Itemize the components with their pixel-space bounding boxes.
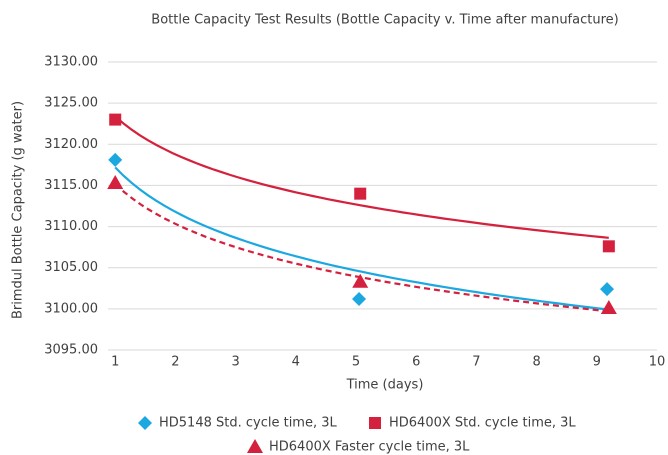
x-tick-label: 2 — [171, 355, 179, 370]
triangle-marker — [352, 273, 369, 288]
legend-label: HD5148 Std. cycle time, 3L — [159, 416, 338, 431]
x-tick-label: 3 — [231, 355, 239, 370]
diamond-marker — [600, 282, 615, 297]
chart-title: Bottle Capacity Test Results (Bottle Cap… — [151, 13, 618, 28]
square-marker — [354, 187, 367, 200]
x-tick-label: 1 — [111, 355, 119, 370]
y-tick-label: 3100.00 — [44, 301, 98, 316]
x-tick-label: 8 — [532, 355, 540, 370]
y-tick-label: 3125.00 — [44, 96, 98, 111]
diamond-marker — [108, 152, 123, 167]
y-axis-label: Brimdul Bottle Capacity (g water) — [11, 101, 26, 319]
triangle-marker — [600, 300, 617, 315]
square-marker — [602, 240, 615, 253]
square-marker — [109, 113, 122, 126]
legend-label: HD6400X Faster cycle time, 3L — [269, 440, 470, 455]
y-tick-label: 3095.00 — [44, 343, 98, 358]
x-tick-label: 10 — [649, 355, 666, 370]
y-tick-label: 3105.00 — [44, 260, 98, 275]
x-tick-label: 7 — [472, 355, 480, 370]
trendline — [114, 183, 609, 313]
y-tick-label: 3115.00 — [44, 178, 98, 193]
y-tick-label: 3130.00 — [44, 55, 98, 70]
trendline — [114, 115, 609, 239]
x-tick-label: 4 — [292, 355, 300, 370]
trendline — [114, 166, 608, 311]
x-axis-label: Time (days) — [346, 378, 424, 393]
legend-label: HD6400X Std. cycle time, 3L — [389, 416, 576, 431]
x-tick-label: 9 — [593, 355, 601, 370]
x-tick-label: 6 — [412, 355, 420, 370]
y-tick-label: 3110.00 — [44, 219, 98, 234]
legend-marker — [247, 439, 263, 453]
legend-marker — [369, 417, 381, 429]
triangle-marker — [107, 174, 124, 189]
y-tick-label: 3120.00 — [44, 137, 98, 152]
diamond-marker — [352, 291, 367, 306]
x-tick-label: 5 — [352, 355, 360, 370]
legend-marker — [138, 416, 152, 430]
